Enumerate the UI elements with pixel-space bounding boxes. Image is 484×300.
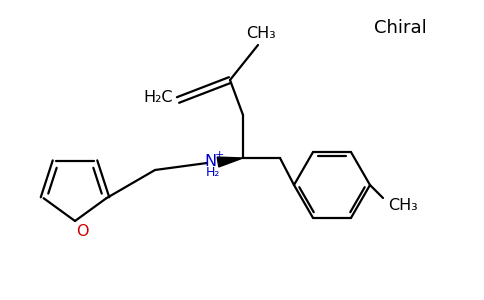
Text: O: O bbox=[76, 224, 88, 238]
Text: H₂C: H₂C bbox=[143, 89, 173, 104]
Text: H₂: H₂ bbox=[206, 167, 220, 179]
Text: Chiral: Chiral bbox=[374, 19, 426, 37]
Text: N: N bbox=[204, 154, 216, 169]
Text: +: + bbox=[214, 150, 224, 160]
Polygon shape bbox=[217, 157, 243, 167]
Text: CH₃: CH₃ bbox=[388, 197, 418, 212]
Text: CH₃: CH₃ bbox=[246, 26, 276, 40]
